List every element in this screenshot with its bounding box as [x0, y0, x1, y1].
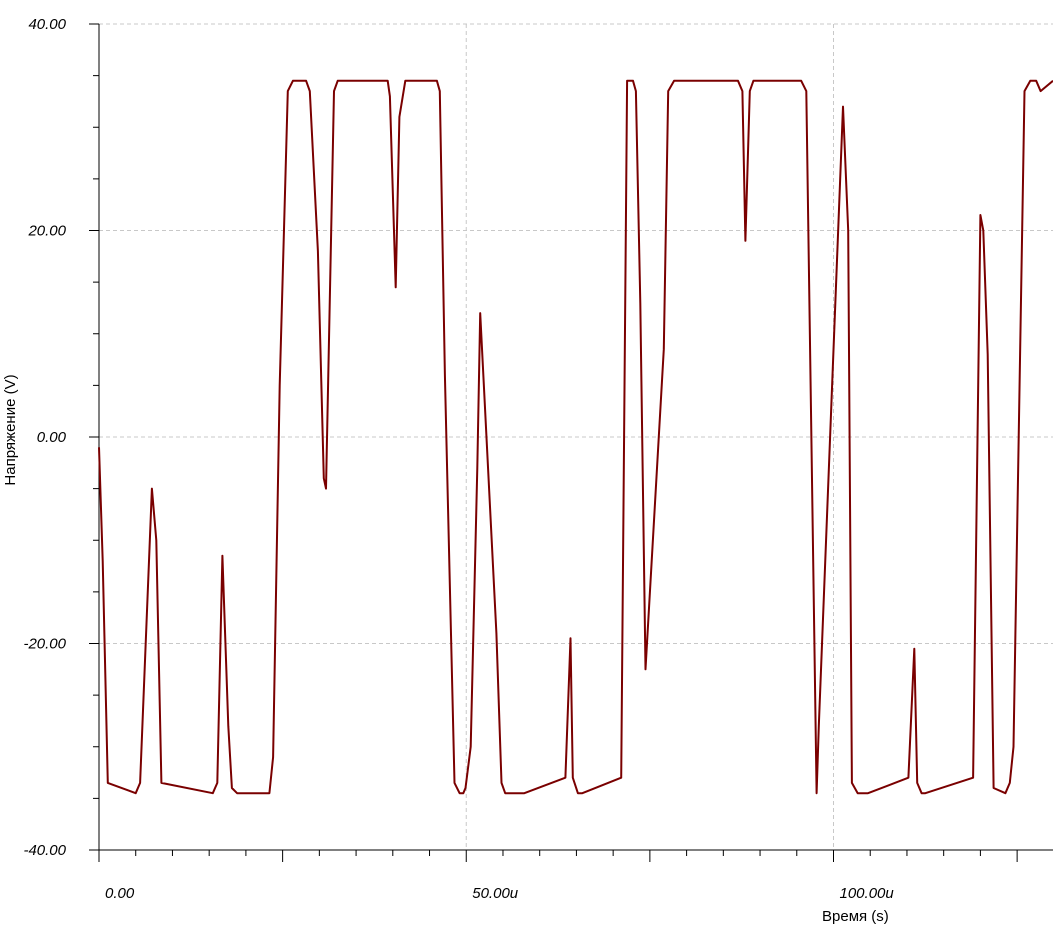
x-axis-label: Время (s) [822, 908, 889, 925]
y-tick-label: -20.00 [23, 636, 66, 653]
series-layer [98, 79, 1053, 795]
y-tick-label: -40.00 [23, 842, 66, 859]
y-tick-label: 20.00 [27, 223, 66, 240]
y-axis-label: Напряжение (V) [2, 374, 19, 485]
x-tick-label: 100.00u [840, 885, 895, 902]
x-tick-label: 0.00 [105, 885, 135, 902]
y-tick-label: 0.00 [37, 429, 67, 446]
tick-labels: 40.00 20.00 0.00 -20.00 -40.00 0.00 50.00u 100.… [23, 16, 894, 902]
axes [89, 23, 1053, 862]
voltage-series-line [98, 79, 1053, 795]
x-tick-label: 50.00u [472, 885, 519, 902]
y-tick-label: 40.00 [28, 16, 66, 33]
